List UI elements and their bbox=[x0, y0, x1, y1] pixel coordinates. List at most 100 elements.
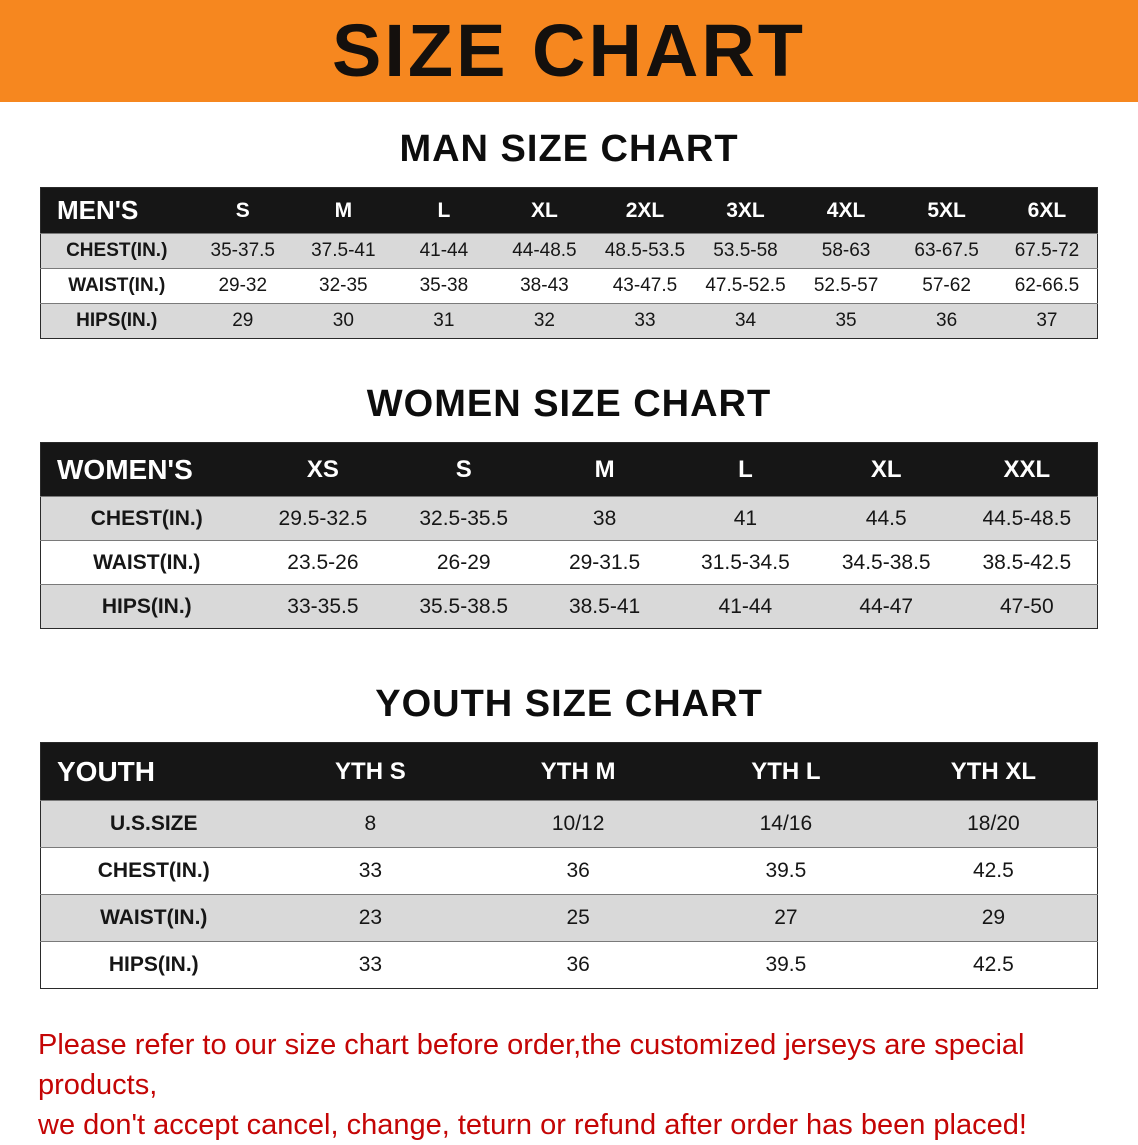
value-cell: 41-44 bbox=[674, 584, 816, 629]
row-label-cell: WAIST(IN.) bbox=[40, 540, 253, 585]
value-cell: 67.5-72 bbox=[996, 233, 1098, 269]
value-cell: 29 bbox=[192, 303, 294, 339]
value-cell: 32-35 bbox=[293, 268, 394, 304]
value-cell: 32 bbox=[494, 303, 595, 339]
value-cell: 34 bbox=[695, 303, 796, 339]
value-cell: 23 bbox=[266, 894, 475, 942]
notice-line-1: Please refer to our size chart before or… bbox=[38, 1029, 1025, 1102]
value-cell: 35-38 bbox=[393, 268, 495, 304]
value-cell: 33-35.5 bbox=[252, 584, 394, 629]
value-cell: 30 bbox=[293, 303, 394, 339]
value-cell: 38.5-41 bbox=[534, 584, 675, 629]
value-cell: 25 bbox=[474, 894, 682, 942]
value-cell: 14/16 bbox=[682, 800, 890, 848]
value-cell: 62-66.5 bbox=[996, 268, 1098, 304]
value-cell: 44.5-48.5 bbox=[956, 496, 1098, 541]
size-header-cell: XL bbox=[815, 442, 957, 497]
value-cell: 26-29 bbox=[393, 540, 535, 585]
value-cell: 33 bbox=[594, 303, 696, 339]
size-header-cell: S bbox=[393, 442, 535, 497]
value-cell: 44-48.5 bbox=[494, 233, 595, 269]
table-row: CHEST(IN.) 29.5-32.5 32.5-35.5 38 41 44.5 44.5… bbox=[40, 496, 1098, 541]
notice-line-2: we don't accept cancel, change, teturn o… bbox=[38, 1109, 1027, 1142]
value-cell: 42.5 bbox=[889, 941, 1098, 989]
size-charts: MAN SIZE CHART MEN'S S M L XL 2XL 3XL 4XL 5XL 6XL… bbox=[0, 128, 1138, 989]
value-cell: 52.5-57 bbox=[795, 268, 897, 304]
table-title-cell: YOUTH bbox=[40, 742, 267, 801]
value-cell: 38.5-42.5 bbox=[956, 540, 1098, 585]
value-cell: 53.5-58 bbox=[695, 233, 796, 269]
table-title-cell: MEN'S bbox=[40, 187, 193, 234]
size-header-cell: M bbox=[534, 442, 675, 497]
youth-section-heading: YOUTH SIZE CHART bbox=[375, 683, 763, 725]
value-cell: 29 bbox=[889, 894, 1098, 942]
size-header-cell: 4XL bbox=[795, 187, 897, 234]
value-cell: 31.5-34.5 bbox=[674, 540, 816, 585]
value-cell: 27 bbox=[682, 894, 890, 942]
table-row: WAIST(IN.) 23.5-26 26-29 29-31.5 31.5-34.5 34… bbox=[40, 540, 1098, 585]
size-header-cell: YTH M bbox=[474, 742, 682, 801]
table-row: HIPS(IN.) 29 30 31 32 33 34 35 36 37 bbox=[40, 303, 1098, 339]
value-cell: 18/20 bbox=[889, 800, 1098, 848]
value-cell: 38-43 bbox=[494, 268, 595, 304]
value-cell: 47.5-52.5 bbox=[695, 268, 796, 304]
value-cell: 35.5-38.5 bbox=[393, 584, 535, 629]
value-cell: 35 bbox=[795, 303, 897, 339]
row-label-cell: WAIST(IN.) bbox=[40, 268, 193, 304]
row-label-cell: CHEST(IN.) bbox=[40, 847, 267, 895]
value-cell: 32.5-35.5 bbox=[393, 496, 535, 541]
size-header-cell: 3XL bbox=[695, 187, 796, 234]
size-header-cell: S bbox=[192, 187, 294, 234]
row-label-cell: CHEST(IN.) bbox=[40, 233, 193, 269]
banner: SIZE CHART bbox=[0, 0, 1138, 102]
women-section-heading: WOMEN SIZE CHART bbox=[366, 383, 772, 425]
value-cell: 31 bbox=[393, 303, 495, 339]
men-size-table: MEN'S S M L XL 2XL 3XL 4XL 5XL 6XL CHEST(IN.) 35-37… bbox=[40, 187, 1098, 339]
size-header-cell: L bbox=[393, 187, 495, 234]
size-header-cell: L bbox=[674, 442, 816, 497]
table-row: HIPS(IN.) 33-35.5 35.5-38.5 38.5-41 41-44 44-… bbox=[40, 584, 1098, 629]
value-cell: 39.5 bbox=[682, 847, 890, 895]
value-cell: 36 bbox=[474, 847, 682, 895]
row-label-cell: HIPS(IN.) bbox=[40, 303, 193, 339]
value-cell: 47-50 bbox=[956, 584, 1098, 629]
row-label-cell: HIPS(IN.) bbox=[40, 941, 267, 989]
value-cell: 58-63 bbox=[795, 233, 897, 269]
value-cell: 37 bbox=[996, 303, 1098, 339]
value-cell: 44-47 bbox=[815, 584, 957, 629]
page-title: SIZE CHART bbox=[332, 9, 806, 92]
value-cell: 44.5 bbox=[815, 496, 957, 541]
table-row: CHEST(IN.) 33 36 39.5 42.5 bbox=[40, 847, 1098, 895]
section-youth: YOUTH SIZE CHART YOUTH YTH S YTH M YTH L YTH… bbox=[0, 683, 1138, 989]
value-cell: 63-67.5 bbox=[896, 233, 997, 269]
section-women: WOMEN SIZE CHART WOMEN'S XS S M L XL XXL CHEST(… bbox=[0, 383, 1138, 629]
value-cell: 35-37.5 bbox=[192, 233, 294, 269]
value-cell: 43-47.5 bbox=[594, 268, 696, 304]
men-section-heading: MAN SIZE CHART bbox=[399, 128, 739, 170]
table-row: HIPS(IN.) 33 36 39.5 42.5 bbox=[40, 941, 1098, 989]
value-cell: 39.5 bbox=[682, 941, 890, 989]
table-row: U.S.SIZE 8 10/12 14/16 18/20 bbox=[40, 800, 1098, 848]
size-header-cell: XL bbox=[494, 187, 595, 234]
value-cell: 10/12 bbox=[474, 800, 682, 848]
row-label-cell: WAIST(IN.) bbox=[40, 894, 267, 942]
row-label-cell: U.S.SIZE bbox=[40, 800, 267, 848]
size-header-cell: YTH L bbox=[682, 742, 890, 801]
value-cell: 29.5-32.5 bbox=[252, 496, 394, 541]
table-row: CHEST(IN.) 35-37.5 37.5-41 41-44 44-48.5 48.5… bbox=[40, 233, 1098, 269]
value-cell: 41-44 bbox=[393, 233, 495, 269]
header-row: YOUTH YTH S YTH M YTH L YTH XL bbox=[40, 742, 1098, 801]
footer-notice: Please refer to our size chart before or… bbox=[38, 1025, 1108, 1145]
size-header-cell: YTH S bbox=[266, 742, 475, 801]
size-header-cell: 6XL bbox=[996, 187, 1098, 234]
value-cell: 38 bbox=[534, 496, 675, 541]
table-title-cell: WOMEN'S bbox=[40, 442, 253, 497]
youth-size-table: YOUTH YTH S YTH M YTH L YTH XL U.S.SIZE 8 10/12… bbox=[40, 742, 1098, 989]
header-row: MEN'S S M L XL 2XL 3XL 4XL 5XL 6XL bbox=[40, 187, 1098, 234]
value-cell: 37.5-41 bbox=[293, 233, 394, 269]
size-header-cell: 5XL bbox=[896, 187, 997, 234]
value-cell: 29-31.5 bbox=[534, 540, 675, 585]
value-cell: 29-32 bbox=[192, 268, 294, 304]
value-cell: 8 bbox=[266, 800, 475, 848]
value-cell: 34.5-38.5 bbox=[815, 540, 957, 585]
